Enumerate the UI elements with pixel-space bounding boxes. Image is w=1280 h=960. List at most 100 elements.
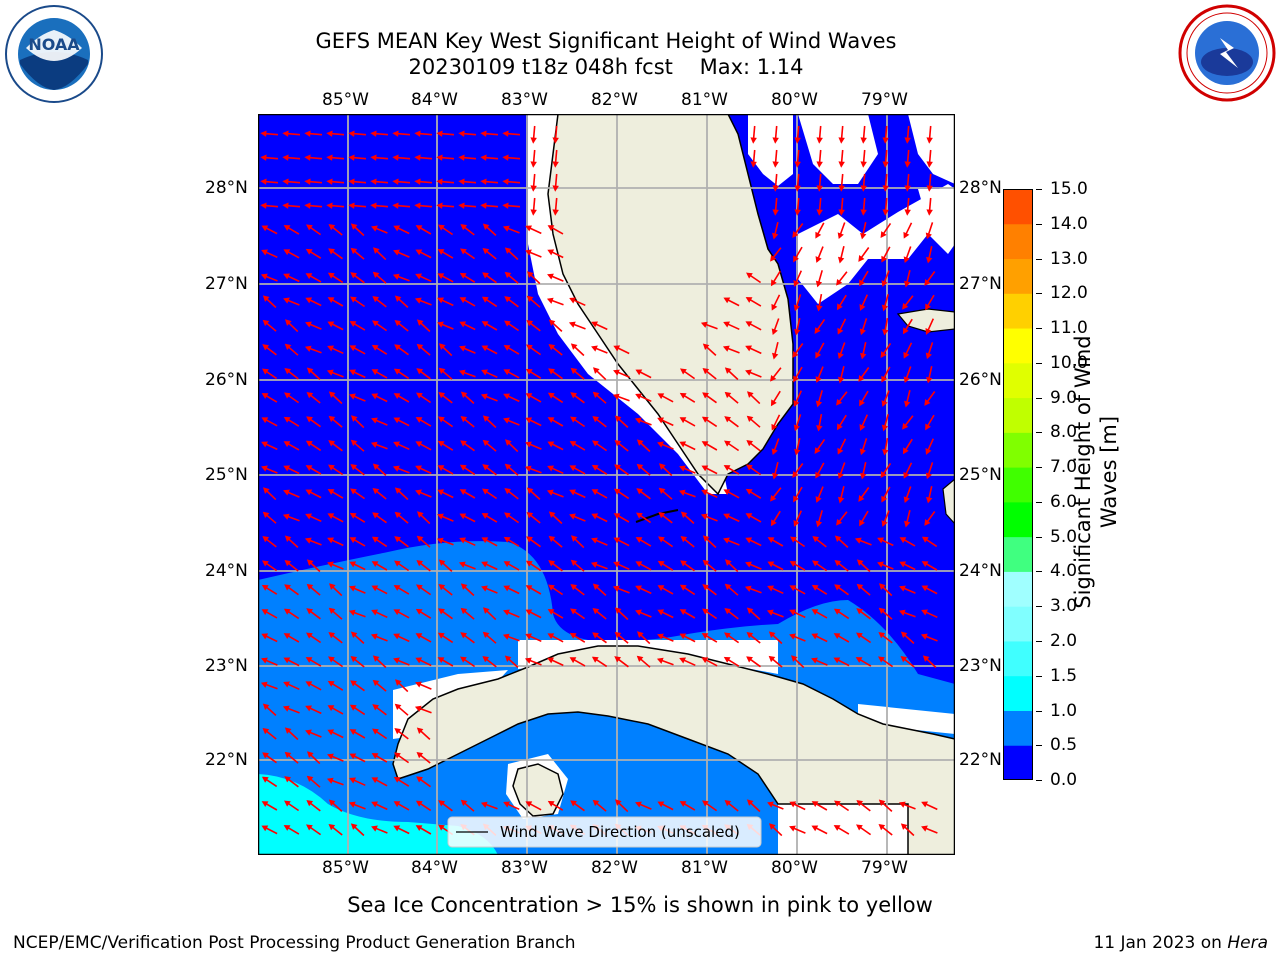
wind-arrow-head <box>636 439 644 446</box>
wind-arrow-head <box>525 368 533 375</box>
wind-arrow-head <box>546 489 554 496</box>
wind-arrow-head <box>926 161 933 168</box>
wind-arrow-head <box>812 560 819 567</box>
wind-arrow-head <box>656 657 664 664</box>
wind-arrow-head <box>283 297 290 304</box>
wind-arrow-head <box>438 392 446 399</box>
wind-arrow-head <box>502 633 510 640</box>
wind-arrow-head <box>723 465 731 471</box>
wind-arrow-head <box>480 154 487 161</box>
wind-arrow-head <box>547 273 554 280</box>
wind-arrow-head <box>571 535 578 542</box>
wind-arrow-head <box>415 608 423 615</box>
wind-arrow-head <box>794 185 801 192</box>
wind-arrow-head <box>789 825 796 832</box>
wind-arrow-head <box>702 367 710 375</box>
wind-arrow-head <box>260 130 267 137</box>
wind-arrow-head <box>552 161 559 168</box>
svg-text:NOAA: NOAA <box>28 35 80 54</box>
wind-arrow-head <box>552 185 559 192</box>
lat-label-right: 26°N <box>959 370 1002 390</box>
wind-arrow-head <box>926 185 933 192</box>
lat-label-right: 24°N <box>959 561 1002 581</box>
wind-arrow-head <box>504 463 512 471</box>
wind-arrow-head <box>860 232 867 240</box>
wind-arrow-head <box>750 161 757 168</box>
wind-arrow-head <box>924 279 931 286</box>
colorbar-segment <box>1003 293 1033 329</box>
wind-arrow-head <box>503 801 510 808</box>
wind-arrow-head <box>261 633 269 640</box>
nws-logo <box>1178 4 1276 102</box>
wind-arrow-head <box>283 633 291 639</box>
wind-arrow-head <box>307 751 314 758</box>
wind-arrow-head <box>483 607 490 614</box>
wind-arrow-head <box>327 297 335 303</box>
wind-arrow-head <box>415 273 422 280</box>
wind-arrow-head <box>373 247 380 254</box>
wind-arrow-head <box>925 328 932 335</box>
colorbar-segment <box>1003 467 1033 503</box>
colorbar-tick-mark <box>1036 362 1042 364</box>
wind-arrow-head <box>771 472 779 480</box>
footer-host: Hera <box>1227 933 1268 953</box>
wind-arrow-head <box>657 393 665 400</box>
lon-label-top: 83°W <box>501 90 548 110</box>
wind-arrow-head <box>306 800 314 807</box>
wind-arrow-head <box>371 369 379 376</box>
wind-arrow-head <box>482 415 490 422</box>
colorbar-tick-mark <box>1036 258 1042 260</box>
wind-arrow-head <box>351 415 358 422</box>
wind-arrow-head <box>591 513 599 520</box>
wind-arrow-head <box>417 511 424 518</box>
wind-arrow-head <box>592 391 600 399</box>
wind-arrow-head <box>858 255 865 262</box>
wind-arrow-head <box>570 608 577 615</box>
wind-arrow-head <box>925 303 931 311</box>
wind-arrow-head <box>833 825 841 831</box>
wind-arrow-head <box>548 343 556 351</box>
wind-arrow-head <box>702 535 710 542</box>
wind-arrow-head <box>926 209 933 216</box>
wind-arrow-head <box>925 232 932 240</box>
wind-arrow-head <box>392 154 399 161</box>
wind-arrow-head <box>525 393 533 400</box>
wind-arrow-head <box>304 345 312 352</box>
colorbar-segment <box>1003 258 1033 294</box>
wind-arrow-head <box>415 800 423 807</box>
wind-arrow-head <box>903 471 910 479</box>
wind-arrow-head <box>837 472 844 480</box>
wind-arrow-head <box>548 511 556 518</box>
colorbar-segment <box>1003 571 1033 607</box>
wind-arrow-head <box>833 657 841 664</box>
wind-arrow-head <box>348 154 355 161</box>
wind-arrow-head <box>370 633 378 640</box>
wind-arrow-head <box>482 464 490 471</box>
wind-arrow-head <box>262 703 270 710</box>
wind-arrow-head <box>305 321 312 328</box>
wind-arrow-head <box>459 321 467 328</box>
wind-arrow-head <box>701 657 709 664</box>
lon-label-bottom: 82°W <box>591 858 638 878</box>
wind-arrow-head <box>792 471 799 478</box>
wind-arrow-head <box>745 321 753 328</box>
lon-label-top: 81°W <box>681 90 728 110</box>
wind-arrow-head <box>436 537 444 544</box>
wind-arrow-head <box>502 154 509 161</box>
wind-arrow-head <box>771 352 779 360</box>
wind-arrow-head <box>480 801 488 808</box>
wind-arrow-head <box>546 297 554 304</box>
lon-label-bottom: 85°W <box>322 858 369 878</box>
wave-zone-high <box>258 774 498 855</box>
wind-arrow-head <box>812 536 820 543</box>
wind-arrow-head <box>262 511 270 519</box>
wind-arrow-head <box>261 801 269 807</box>
wind-arrow-head <box>416 584 423 591</box>
wind-arrow-head <box>657 633 664 640</box>
wind-arrow-head <box>547 392 555 399</box>
colorbar-segment <box>1003 432 1033 468</box>
wind-arrow-head <box>283 225 291 231</box>
wind-arrow-head <box>394 487 402 494</box>
wind-arrow-head <box>392 130 399 137</box>
wind-arrow-head <box>503 585 511 592</box>
